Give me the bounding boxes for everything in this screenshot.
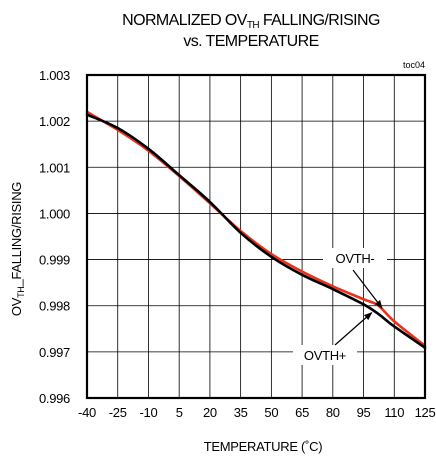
x-tick-labels: -40 -25 -10 5 20 35 50 65 80 95 110 125	[78, 405, 436, 420]
series-line-ovth-	[85, 113, 427, 349]
x-tick-label: 20	[203, 405, 217, 420]
annotation-background	[293, 345, 357, 365]
chart-title-line1-pre: NORMALIZED OV	[122, 12, 248, 29]
y-tick-labels: 0.996 0.997 0.998 0.999 1.000 1.001 1.002 1.003	[39, 68, 70, 406]
chart-title-line1: NORMALIZED OVTH FALLING/RISING	[122, 12, 380, 31]
chart-note: toc04	[403, 60, 425, 70]
annotation-arrow	[334, 312, 373, 346]
plot-frame	[85, 73, 427, 400]
y-tick-label: 1.000	[39, 206, 70, 221]
annotation-label: OVTH+	[304, 348, 346, 363]
x-tick-label: 80	[326, 405, 340, 420]
annotation-label: OVTH-	[336, 251, 375, 266]
y-tick-label: 1.002	[39, 114, 70, 129]
y-tick-label: 0.996	[39, 391, 70, 406]
annotations: OVTH- OVTH+	[293, 248, 387, 365]
chart-title-line1-sub: TH	[247, 20, 260, 31]
y-tick-label: 0.998	[39, 299, 70, 314]
y-axis-label-sub: TH	[16, 287, 26, 298]
x-tick-label: 50	[264, 405, 278, 420]
x-tick-label: 65	[295, 405, 309, 420]
x-tick-label: -10	[140, 405, 158, 420]
x-axis-label: TEMPERATURE (˚C)	[204, 439, 322, 454]
x-tick-label: 95	[357, 405, 371, 420]
y-axis-label-pre: OV	[9, 297, 24, 316]
chart-title-line2: vs. TEMPERATURE	[183, 33, 318, 50]
x-tick-label: 125	[415, 405, 436, 420]
x-tick-label: 110	[384, 405, 404, 420]
x-tick-label: -25	[109, 405, 127, 420]
x-tick-label: 35	[234, 405, 248, 420]
y-axis-label: OVTH_FALLING/RISING	[9, 182, 26, 316]
grid	[87, 75, 425, 398]
y-axis-label-post: _FALLING/RISING	[9, 182, 24, 288]
annotation-background	[323, 248, 387, 268]
y-tick-label: 0.999	[39, 253, 70, 268]
y-tick-label: 1.003	[39, 68, 70, 83]
annotation-arrow	[352, 269, 383, 309]
series-group	[85, 110, 427, 349]
x-tick-label: 5	[176, 405, 183, 420]
x-tick-label: -40	[78, 405, 96, 420]
chart-title-line1-post: FALLING/RISING	[259, 12, 380, 29]
y-tick-label: 0.997	[39, 345, 70, 360]
y-tick-label: 1.001	[39, 160, 70, 175]
